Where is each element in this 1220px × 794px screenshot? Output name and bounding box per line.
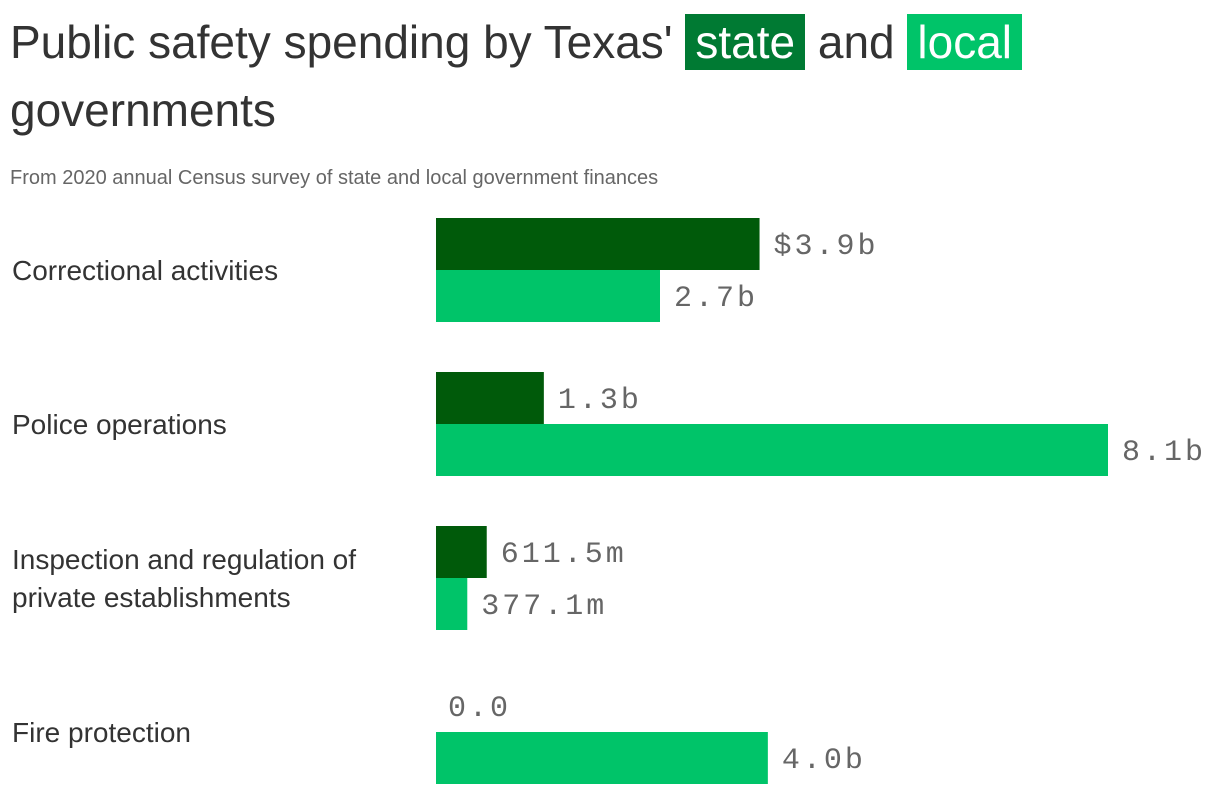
bar-local bbox=[436, 424, 1108, 476]
bar-state bbox=[436, 526, 487, 578]
bar-local bbox=[436, 270, 660, 322]
category-label: Correctional activities bbox=[12, 255, 278, 286]
category-label: Fire protection bbox=[12, 717, 191, 748]
value-label-state: $3.9b bbox=[774, 230, 879, 264]
category-label-line: private establishments bbox=[12, 582, 291, 613]
bar-local bbox=[436, 578, 468, 630]
category-label: Police operations bbox=[12, 409, 227, 440]
category-label-line: Fire protection bbox=[12, 717, 191, 748]
category-label-line: Inspection and regulation of bbox=[12, 544, 356, 575]
legend-state: state bbox=[685, 14, 806, 70]
value-label-state: 0.0 bbox=[448, 692, 511, 726]
value-label-local: 377.1m bbox=[481, 590, 607, 624]
category-label-line: Police operations bbox=[12, 409, 227, 440]
value-label-local: 8.1b bbox=[1122, 436, 1206, 470]
bar-state bbox=[436, 372, 544, 424]
legend-local: local bbox=[907, 14, 1022, 70]
bar-local bbox=[436, 732, 768, 784]
value-label-state: 611.5m bbox=[501, 538, 627, 572]
value-label-local: 4.0b bbox=[782, 744, 866, 778]
chart-subtitle: From 2020 annual Census survey of state … bbox=[10, 167, 659, 189]
value-label-local: 2.7b bbox=[674, 282, 758, 316]
title-part2: governments bbox=[10, 84, 276, 136]
category-label-line: Correctional activities bbox=[12, 255, 278, 286]
value-label-state: 1.3b bbox=[558, 384, 642, 418]
bar-chart: Correctional activities $3.9b 2.7b Police o… bbox=[12, 218, 1206, 784]
bar-state bbox=[436, 218, 760, 270]
chart-title: Public safety spending by Texas' state a… bbox=[10, 8, 1210, 144]
title-and: and bbox=[817, 16, 895, 68]
category-label: Inspection and regulation of private esta… bbox=[12, 544, 356, 613]
title-part1: Public safety spending by Texas' bbox=[10, 16, 673, 68]
